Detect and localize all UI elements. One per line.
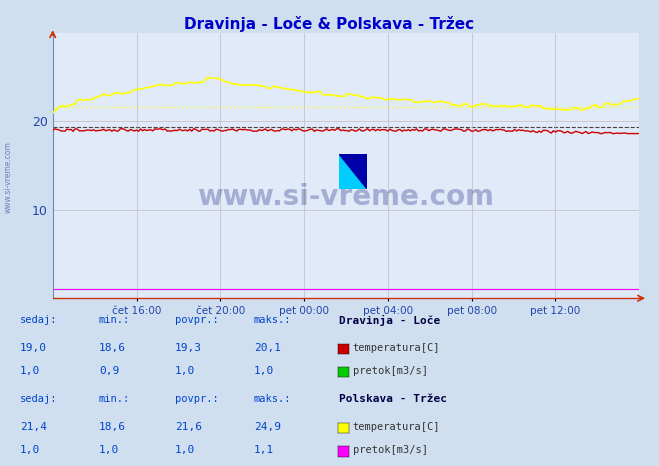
Text: Dravinja - Loče & Polskava - Tržec: Dravinja - Loče & Polskava - Tržec (185, 16, 474, 32)
Text: maks.:: maks.: (254, 315, 291, 324)
Text: povpr.:: povpr.: (175, 315, 218, 324)
Text: 1,0: 1,0 (20, 445, 40, 455)
Text: 1,0: 1,0 (175, 445, 195, 455)
Text: temperatura[C]: temperatura[C] (353, 343, 440, 352)
Text: 24,9: 24,9 (254, 422, 281, 432)
Text: www.si-vreme.com: www.si-vreme.com (3, 141, 13, 213)
Polygon shape (339, 154, 367, 189)
Text: www.si-vreme.com: www.si-vreme.com (198, 183, 494, 211)
Text: min.:: min.: (99, 394, 130, 404)
Text: 21,6: 21,6 (175, 422, 202, 432)
Text: 1,0: 1,0 (175, 366, 195, 376)
Text: 1,0: 1,0 (99, 445, 119, 455)
Text: maks.:: maks.: (254, 394, 291, 404)
Text: 19,0: 19,0 (20, 343, 47, 352)
Text: sedaj:: sedaj: (20, 315, 57, 324)
Text: Dravinja - Loče: Dravinja - Loče (339, 315, 441, 326)
Text: 0,9: 0,9 (99, 366, 119, 376)
Text: 1,0: 1,0 (20, 366, 40, 376)
Text: 1,0: 1,0 (254, 366, 274, 376)
Polygon shape (339, 154, 367, 189)
Text: Polskava - Tržec: Polskava - Tržec (339, 394, 447, 404)
Text: sedaj:: sedaj: (20, 394, 57, 404)
Text: min.:: min.: (99, 315, 130, 324)
Text: 21,4: 21,4 (20, 422, 47, 432)
Text: 19,3: 19,3 (175, 343, 202, 352)
Text: 18,6: 18,6 (99, 343, 126, 352)
Text: temperatura[C]: temperatura[C] (353, 422, 440, 432)
Text: 1,1: 1,1 (254, 445, 274, 455)
Text: povpr.:: povpr.: (175, 394, 218, 404)
Text: 18,6: 18,6 (99, 422, 126, 432)
Text: pretok[m3/s]: pretok[m3/s] (353, 366, 428, 376)
Text: pretok[m3/s]: pretok[m3/s] (353, 445, 428, 455)
Text: 20,1: 20,1 (254, 343, 281, 352)
